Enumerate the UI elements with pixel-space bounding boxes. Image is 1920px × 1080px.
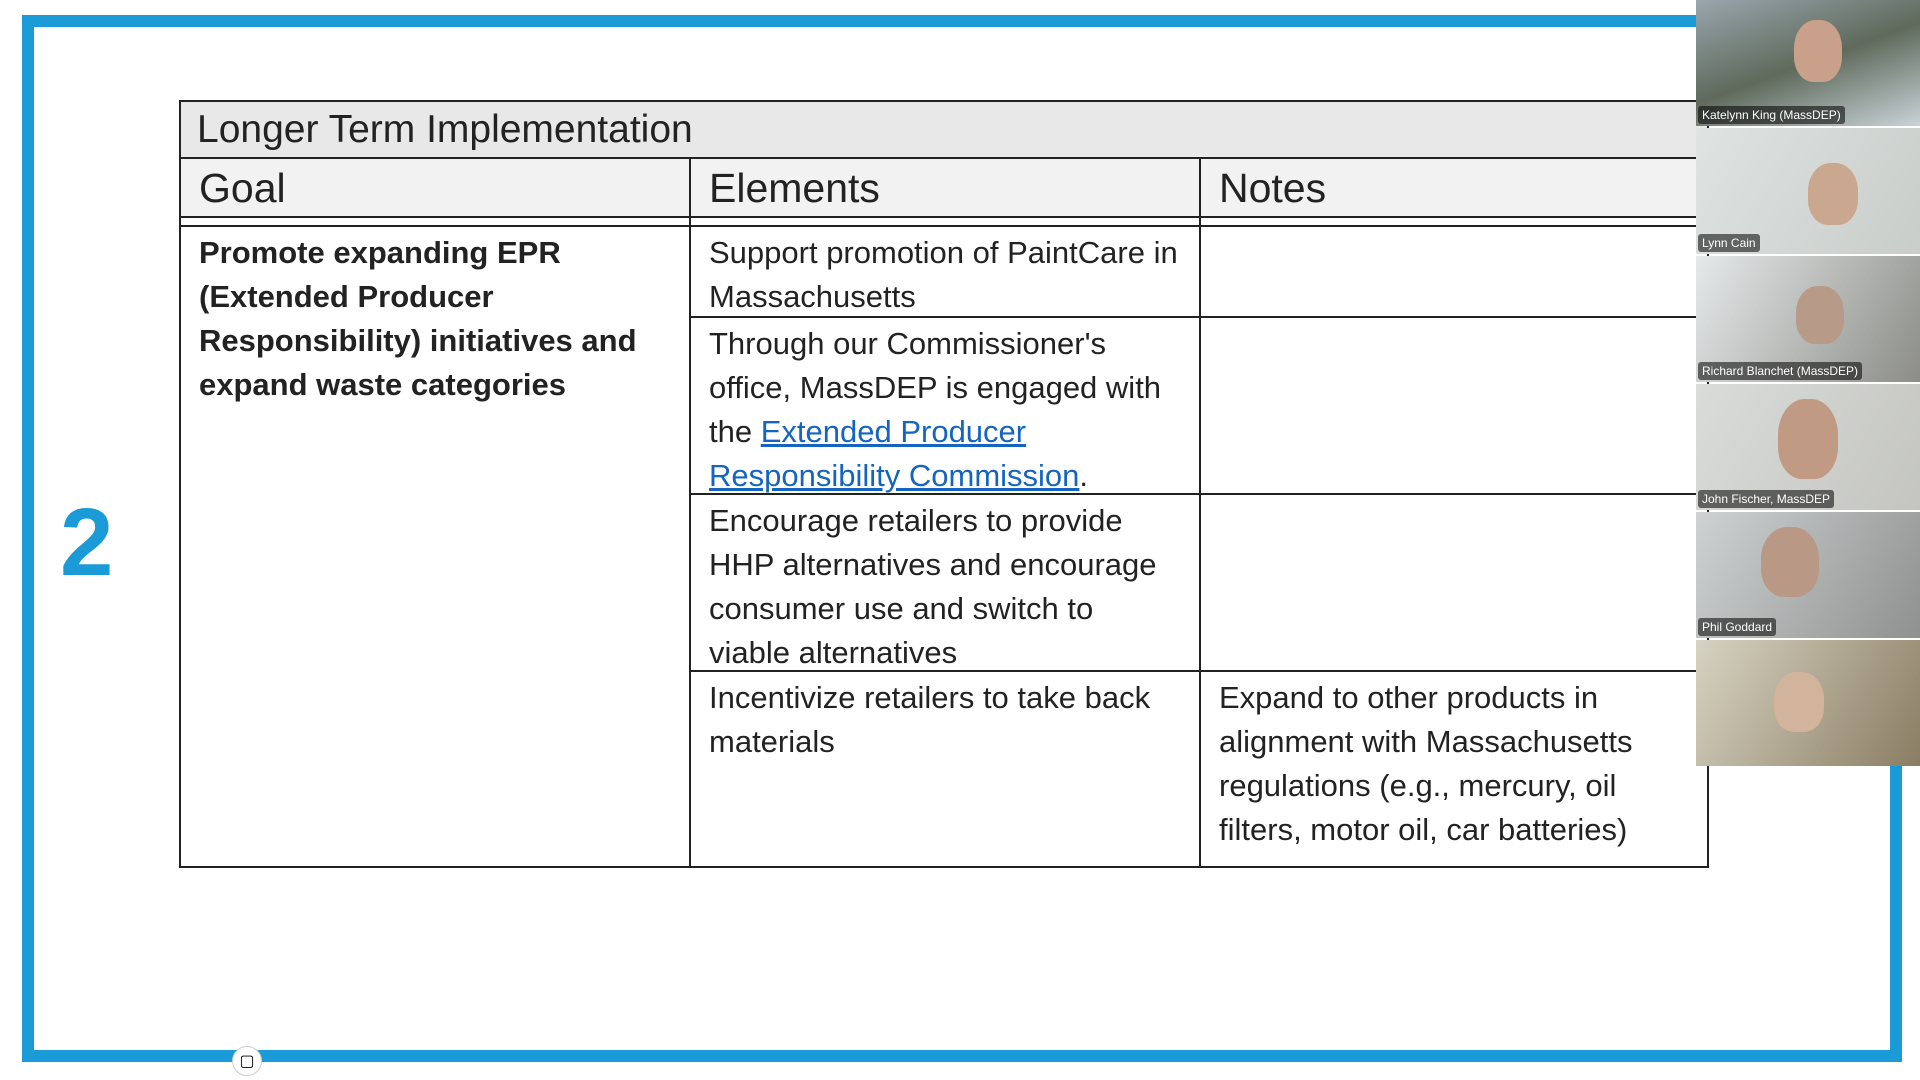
video-tile[interactable]: Lynn Cain [1696, 128, 1920, 254]
video-camera-icon[interactable]: ▢ [232, 1046, 262, 1076]
goal-cell: Promote expanding EPR (Extended Producer… [199, 235, 637, 402]
participant-video [1761, 527, 1819, 597]
header-elements: Elements [691, 159, 1201, 218]
header-gap [181, 218, 1707, 227]
video-tile[interactable] [1696, 640, 1920, 766]
element-text: Through our Commissioner's office, MassD… [709, 326, 1162, 449]
participant-video [1808, 163, 1858, 225]
participant-video [1778, 399, 1838, 479]
participant-name: John Fischer, MassDEP [1698, 490, 1835, 508]
participant-name: Richard Blanchet (MassDEP) [1698, 362, 1863, 380]
row-divider [691, 670, 1707, 672]
slide-frame-edge [1890, 760, 1902, 1062]
element-cell: Support promotion of PaintCare in Massac… [709, 235, 1178, 314]
implementation-table: Longer Term Implementation Goal Elements… [179, 100, 1709, 868]
participant-name: Lynn Cain [1698, 234, 1760, 252]
video-tile[interactable]: Phil Goddard [1696, 512, 1920, 638]
column-divider [1199, 159, 1201, 866]
row-divider [691, 316, 1707, 318]
video-tile[interactable]: Katelynn King (MassDEP) [1696, 0, 1920, 126]
participant-name: Katelynn King (MassDEP) [1698, 106, 1845, 124]
video-tile[interactable]: Richard Blanchet (MassDEP) [1696, 256, 1920, 382]
element-cell: Incentivize retailers to take back mater… [709, 680, 1151, 759]
participant-name: Phil Goddard [1698, 618, 1777, 636]
element-cell: Through our Commissioner's office, MassD… [691, 318, 1199, 502]
row-divider [691, 493, 1707, 495]
header-goal: Goal [181, 159, 691, 218]
table-title: Longer Term Implementation [181, 102, 1707, 159]
notes-cell: Expand to other products in alignment wi… [1219, 680, 1633, 847]
slide-number: 2 [60, 489, 114, 596]
column-divider [689, 159, 691, 866]
participant-video [1794, 20, 1842, 82]
header-notes: Notes [1201, 159, 1707, 218]
element-cell: Encourage retailers to provide HHP alter… [709, 503, 1157, 670]
slide-frame [22, 15, 1902, 1062]
participant-video [1796, 286, 1844, 344]
epr-commission-link[interactable]: Extended Producer Responsibility Commiss… [709, 414, 1080, 493]
participant-video [1774, 672, 1824, 732]
video-tile[interactable]: John Fischer, MassDEP [1696, 384, 1920, 510]
element-text: . [1079, 458, 1089, 493]
